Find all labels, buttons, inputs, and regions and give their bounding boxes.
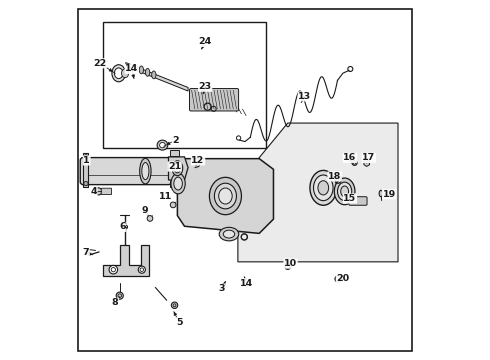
Ellipse shape xyxy=(219,227,239,241)
Text: 23: 23 xyxy=(198,82,212,91)
Ellipse shape xyxy=(379,190,383,197)
Polygon shape xyxy=(170,150,179,156)
Text: 20: 20 xyxy=(336,274,349,283)
Circle shape xyxy=(109,265,118,274)
Circle shape xyxy=(84,155,88,159)
Ellipse shape xyxy=(209,177,242,215)
Text: 13: 13 xyxy=(298,92,311,101)
Text: 3: 3 xyxy=(219,284,225,293)
Ellipse shape xyxy=(310,170,337,205)
Text: 16: 16 xyxy=(343,153,357,162)
Ellipse shape xyxy=(139,66,144,74)
Text: 8: 8 xyxy=(112,298,119,307)
Text: 12: 12 xyxy=(192,156,205,165)
Text: 10: 10 xyxy=(284,259,297,268)
Ellipse shape xyxy=(146,68,150,76)
Text: 4: 4 xyxy=(91,187,97,196)
Text: 1: 1 xyxy=(83,156,90,165)
Ellipse shape xyxy=(172,161,183,176)
Text: 14: 14 xyxy=(125,64,139,73)
Ellipse shape xyxy=(157,140,168,150)
FancyBboxPatch shape xyxy=(80,158,172,185)
Text: 11: 11 xyxy=(159,192,172,201)
Text: 5: 5 xyxy=(176,318,182,327)
Text: 14: 14 xyxy=(240,279,253,288)
Polygon shape xyxy=(364,159,369,166)
Polygon shape xyxy=(177,159,273,233)
Circle shape xyxy=(84,181,88,186)
Ellipse shape xyxy=(223,230,235,238)
Ellipse shape xyxy=(318,181,329,195)
Polygon shape xyxy=(103,245,149,276)
Ellipse shape xyxy=(338,182,352,201)
Bar xyxy=(103,22,267,148)
Text: 15: 15 xyxy=(343,194,357,203)
Polygon shape xyxy=(83,153,88,187)
Ellipse shape xyxy=(122,69,129,78)
Ellipse shape xyxy=(352,161,357,165)
Text: 18: 18 xyxy=(328,172,342,181)
Polygon shape xyxy=(126,63,188,91)
Circle shape xyxy=(147,216,153,221)
Ellipse shape xyxy=(124,225,127,229)
Ellipse shape xyxy=(114,68,123,78)
Text: 6: 6 xyxy=(119,222,125,231)
Circle shape xyxy=(172,302,178,309)
Text: 24: 24 xyxy=(198,37,212,46)
FancyBboxPatch shape xyxy=(190,89,239,111)
Ellipse shape xyxy=(112,65,125,82)
Ellipse shape xyxy=(142,163,149,180)
Text: 2: 2 xyxy=(172,136,179,145)
Ellipse shape xyxy=(341,186,348,197)
Text: 17: 17 xyxy=(362,153,375,162)
FancyBboxPatch shape xyxy=(101,188,112,195)
Text: 7: 7 xyxy=(83,248,89,257)
Ellipse shape xyxy=(219,188,232,204)
Polygon shape xyxy=(170,181,179,187)
Ellipse shape xyxy=(215,183,237,209)
Circle shape xyxy=(95,188,102,195)
Ellipse shape xyxy=(174,177,182,190)
Circle shape xyxy=(138,266,146,273)
Ellipse shape xyxy=(353,162,356,164)
Text: 21: 21 xyxy=(168,162,181,171)
Polygon shape xyxy=(238,123,398,262)
Text: 22: 22 xyxy=(93,59,106,68)
Ellipse shape xyxy=(174,164,181,173)
Polygon shape xyxy=(169,157,188,180)
Circle shape xyxy=(171,202,176,208)
Ellipse shape xyxy=(334,178,355,205)
Circle shape xyxy=(116,292,123,299)
Ellipse shape xyxy=(160,143,165,148)
Ellipse shape xyxy=(314,175,333,201)
Ellipse shape xyxy=(140,158,151,184)
FancyBboxPatch shape xyxy=(349,197,367,205)
Text: 19: 19 xyxy=(383,190,396,199)
Ellipse shape xyxy=(171,173,185,194)
Text: 9: 9 xyxy=(141,206,148,215)
Ellipse shape xyxy=(152,71,156,79)
